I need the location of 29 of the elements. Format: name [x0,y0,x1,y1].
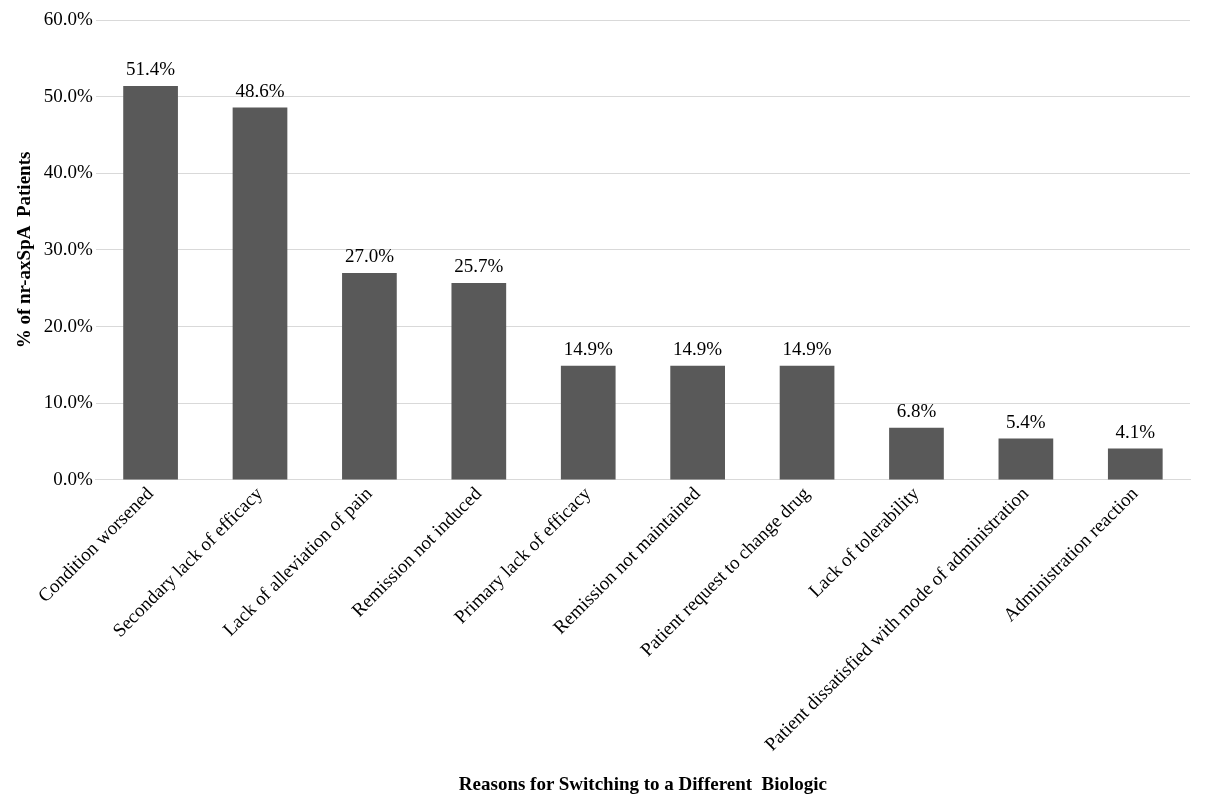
y-axis-title: % of nr-axSpA Patients [13,151,35,349]
y-tick-label: 30.0% [43,237,94,259]
bar [1107,448,1163,480]
bar [451,282,507,480]
bar [232,107,288,480]
data-label: 5.4% [1006,411,1046,433]
data-label: 14.9% [563,338,613,360]
bar [123,85,178,480]
data-label: 14.9% [673,338,723,360]
bar [342,272,397,480]
y-tick-label: 10.0% [43,391,94,413]
bar [998,438,1054,480]
y-tick-label: 60.0% [43,7,94,29]
bar [560,365,616,480]
bar [670,365,725,480]
data-label: 4.1% [1115,421,1156,443]
data-label: 48.6% [235,79,285,101]
y-tick-label: 20.0% [43,314,94,336]
data-label: 6.8% [896,400,937,422]
y-tick-label: 0.0% [53,467,94,489]
data-label: 51.4% [126,58,176,80]
x-axis-title: Reasons for Switching to a Different Biologic [458,772,828,794]
y-tick-label: 40.0% [43,161,94,183]
data-label: 14.9% [782,338,832,360]
bar [779,365,835,480]
y-tick-label: 50.0% [43,84,94,106]
bar [889,427,944,480]
data-label: 27.0% [344,245,395,267]
data-label: 25.7% [454,255,504,277]
